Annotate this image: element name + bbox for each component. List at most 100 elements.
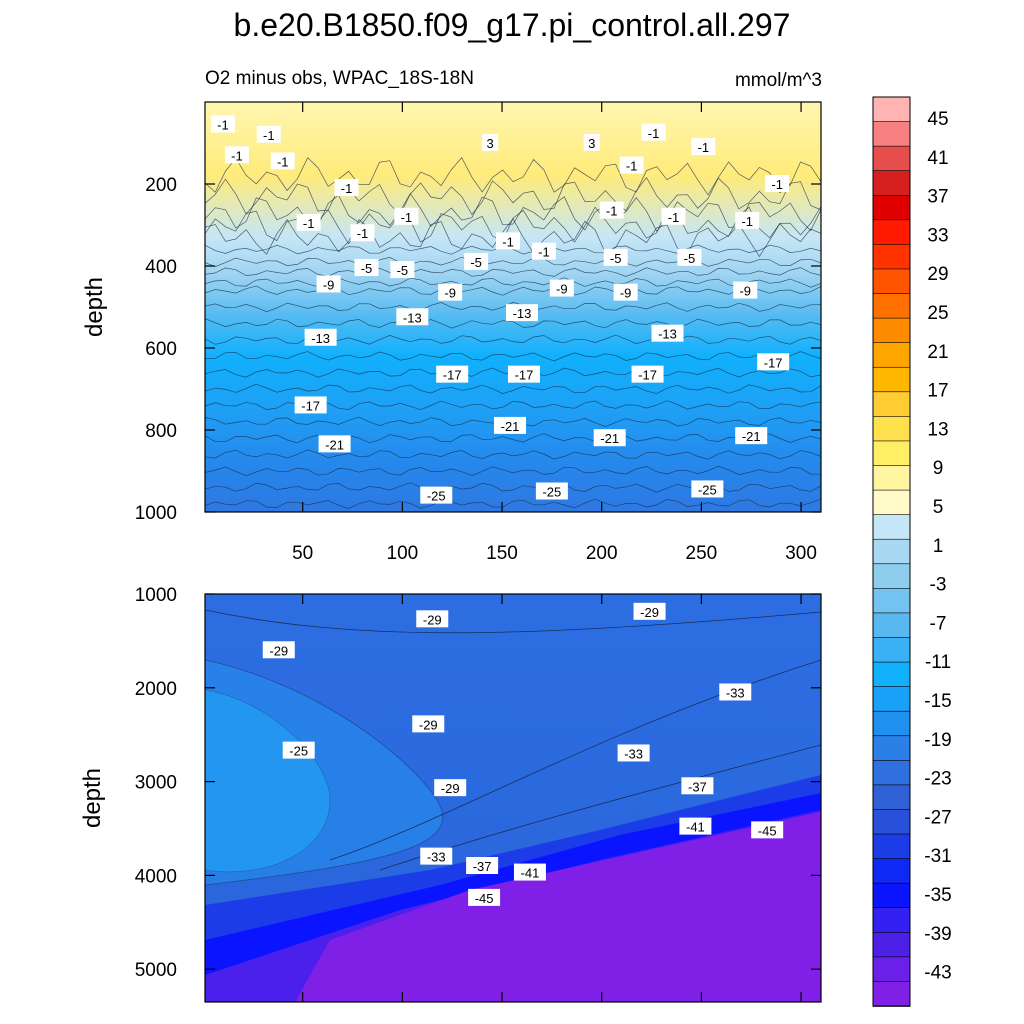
colorbar-swatch (872, 981, 911, 1007)
contour-label: -37 (688, 779, 707, 794)
upper-contour-line (205, 285, 821, 296)
contour-label-bg (631, 365, 664, 383)
upper-contour-line (205, 301, 821, 313)
colorbar-label: 5 (933, 497, 944, 518)
upper-contour-line (205, 383, 821, 394)
colorbar-swatch (872, 809, 911, 835)
colorbar-label: -3 (930, 575, 947, 596)
upper-contour-labels: -1-1-1 -1-1-1-1-13 3-1-1-1-1 -1 -1-1-1-1-5 -5… (210, 115, 790, 504)
upper-contour-line (205, 465, 821, 477)
colorbar-swatch (872, 440, 911, 467)
contour-label-bg (270, 152, 295, 170)
contour-label-bg (751, 821, 784, 839)
contour-label-bg (617, 744, 650, 762)
lower-band-27 (205, 659, 443, 886)
colorbar: 45 41 37 33 29 25 21 17 13 9 5 1 -3 -7 -11 -15 -19 -23 -27… (872, 96, 952, 1007)
contour-label-bg (651, 324, 684, 342)
colorbar-swatch (872, 293, 911, 319)
upper-contour-line (205, 277, 821, 288)
contour-label: -1 (741, 214, 753, 229)
colorbar-label: -39 (924, 924, 951, 945)
upper-contour-line (205, 156, 821, 196)
colorbar-frame (872, 96, 911, 1007)
contour-label: -29 (441, 781, 460, 796)
upper-contour-line (205, 256, 821, 267)
upper-contour-line (205, 498, 821, 509)
contour-label-bg (681, 777, 714, 795)
colorbar-label: 21 (927, 342, 948, 363)
contour-label-bg (619, 156, 644, 174)
contour-label: -37 (473, 859, 492, 874)
contour-label-bg (505, 304, 538, 322)
contour-label: -45 (758, 823, 777, 838)
contour-label: -1 (303, 216, 315, 231)
contour-label-bg (719, 683, 752, 701)
colorbar-label: 29 (927, 264, 948, 285)
upper-contour-line (205, 449, 821, 460)
contour-label: -1 (698, 140, 710, 155)
colorbar-label: 33 (927, 225, 948, 246)
x-tick-label: 300 (785, 543, 817, 564)
colorbar-swatch (872, 465, 911, 491)
colorbar-swatch (872, 145, 911, 172)
contour-label-bg (394, 207, 419, 225)
upper-contour-line (205, 318, 821, 329)
colorbar-label: 45 (927, 109, 948, 130)
contour-label-bg (412, 715, 445, 733)
colorbar-swatch (872, 342, 911, 369)
contour-label-bg (679, 817, 712, 835)
contour-label: -41 (686, 820, 705, 835)
contour-label-bg (256, 125, 281, 143)
contour-label-bg (531, 242, 556, 260)
colorbar-label: 25 (927, 303, 948, 324)
contour-label-bg (733, 281, 758, 299)
colorbar-swatch (872, 931, 911, 958)
lower-contour-29 (205, 609, 821, 634)
colorbar-label: 17 (927, 381, 948, 402)
contour-label: -17 (301, 398, 320, 413)
contour-label: -5 (397, 263, 409, 278)
upper-contour-line (205, 433, 821, 444)
upper-contour-line (205, 218, 821, 258)
contour-label: -33 (427, 850, 446, 865)
contour-label-bg (735, 211, 760, 229)
lower-band-45 (295, 812, 821, 1002)
contour-label: -29 (423, 612, 442, 627)
contour-label-bg (765, 175, 790, 192)
x-tick-label: 50 (292, 543, 313, 564)
contour-label: -17 (515, 368, 534, 383)
contour-label: -5 (684, 251, 696, 266)
contour-label-bg (677, 248, 702, 266)
contour-label: -9 (323, 277, 335, 292)
subtitle-units: mmol/m^3 (735, 70, 822, 91)
colorbar-swatch (872, 391, 911, 418)
lower-contours (205, 609, 821, 1002)
contour-label: -1 (538, 245, 550, 260)
contour-label: -1 (626, 159, 638, 174)
x-tick-label: 100 (387, 543, 419, 564)
contour-label-bg (466, 857, 499, 874)
contour-label-bg (599, 201, 624, 219)
contour-label: -1 (401, 210, 413, 225)
x-tick-label: 150 (486, 543, 518, 564)
colorbar-label: 9 (933, 458, 944, 479)
contour-label-bg (603, 248, 628, 266)
colorbar-swatch (872, 661, 911, 688)
contour-label-bg (613, 283, 638, 301)
contour-label: -1 (263, 128, 275, 143)
colorbar-swatch (872, 760, 911, 786)
contour-label-bg (316, 275, 341, 293)
contour-label: -17 (443, 368, 462, 383)
colorbar-label: 13 (927, 419, 948, 440)
colorbar-swatch (872, 366, 911, 393)
contour-label-bg (396, 308, 429, 326)
upper-contour-line (205, 176, 821, 216)
y-tick-label: 2000 (135, 679, 177, 700)
contour-label: 3 (486, 136, 493, 151)
contour-label: -21 (501, 419, 520, 434)
contour-label: -5 (470, 255, 482, 270)
y-tick-label: 1000 (135, 585, 177, 606)
colorbar-swatch (872, 514, 911, 541)
contour-label-bg (282, 741, 315, 759)
